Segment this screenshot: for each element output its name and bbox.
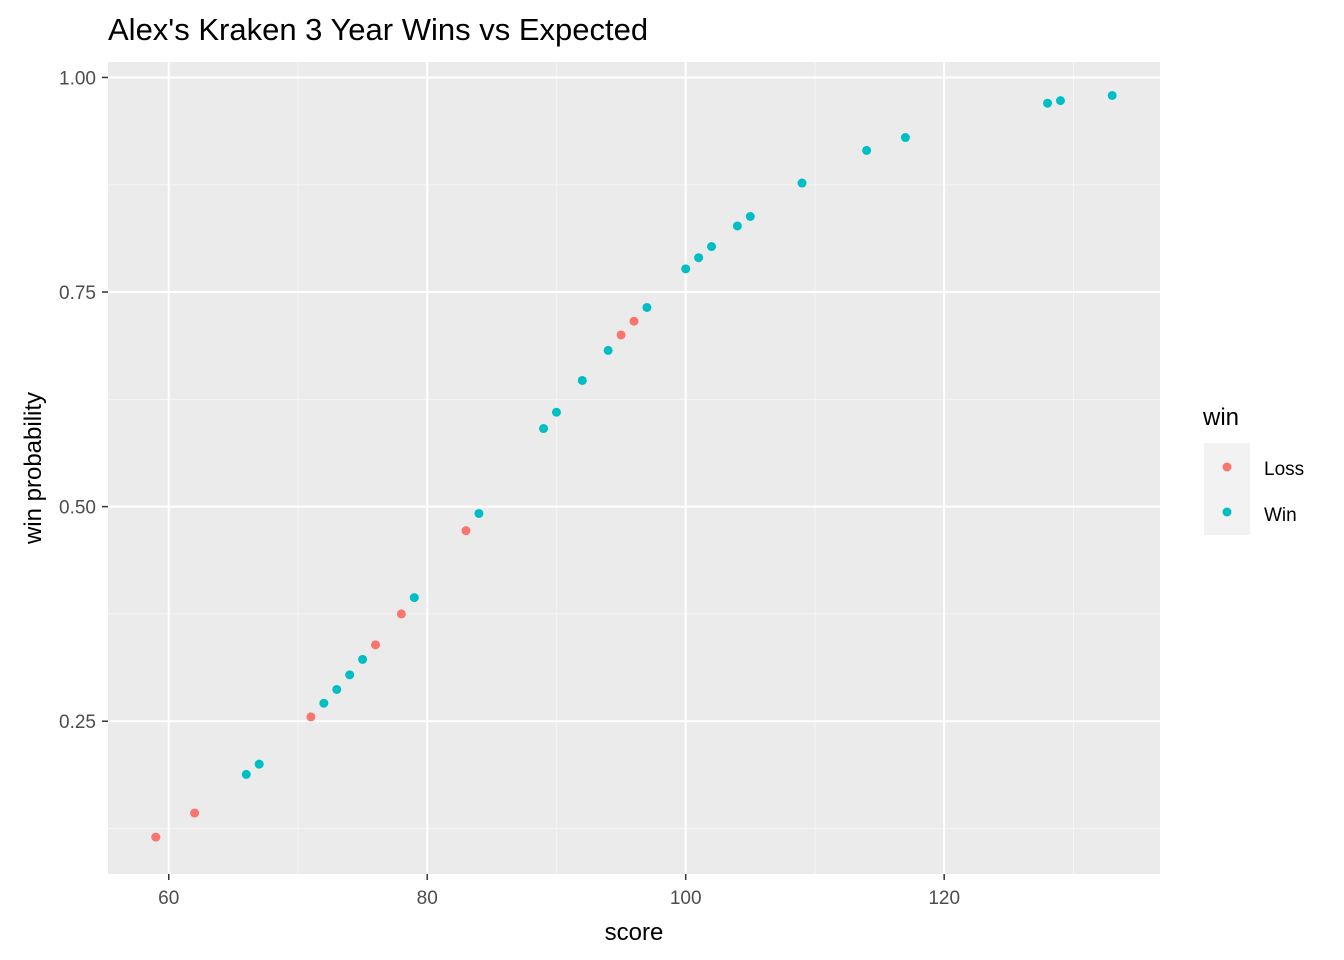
legend-key-win (1222, 507, 1232, 517)
data-points (151, 90, 1117, 842)
data-point-win (1043, 98, 1053, 108)
x-tick-label: 60 (158, 888, 179, 909)
data-point-loss (151, 832, 161, 842)
data-point-win (254, 759, 264, 769)
data-point-win (358, 654, 368, 664)
plot-panel (108, 62, 1160, 874)
data-point-win (577, 375, 587, 385)
y-tick-label: 1.00 (59, 68, 96, 89)
chart-title: Alex's Kraken 3 Year Wins vs Expected (108, 12, 648, 47)
y-axis-title: win probability (20, 392, 47, 545)
data-point-loss (371, 640, 381, 650)
y-tick-label: 0.75 (59, 283, 96, 304)
legend-key-loss (1222, 462, 1232, 472)
data-point-win (241, 769, 251, 779)
minor-gridlines (108, 62, 1160, 874)
data-point-win (707, 242, 717, 252)
data-point-win (332, 684, 342, 694)
legend-key-background (1204, 443, 1250, 535)
legend-title: win (1202, 404, 1239, 431)
data-point-win (797, 178, 807, 188)
data-point-loss (616, 330, 626, 340)
data-point-win (345, 670, 355, 680)
data-point-loss (396, 609, 406, 619)
major-gridlines (108, 62, 1160, 874)
data-point-win (745, 212, 755, 222)
data-point-win (539, 424, 549, 434)
y-axis: 0.25 0.50 0.75 1.00 (59, 68, 108, 733)
x-axis-title: score (605, 919, 664, 946)
data-point-win (862, 145, 872, 155)
data-point-win (681, 264, 691, 274)
data-point-loss (629, 316, 639, 326)
data-point-win (409, 593, 419, 603)
legend: win Loss Win (1202, 404, 1304, 535)
data-point-win (732, 221, 742, 231)
x-axis: 60 80 100 120 (158, 874, 960, 909)
data-point-win (551, 407, 561, 417)
legend-label-win: Win (1264, 505, 1297, 526)
y-tick-label: 0.25 (59, 712, 96, 733)
data-point-loss (461, 526, 471, 536)
y-tick-label: 0.50 (59, 498, 96, 519)
data-point-win (474, 508, 484, 518)
x-tick-label: 80 (417, 888, 438, 909)
legend-item-loss: Loss (1222, 459, 1304, 480)
data-point-win (603, 345, 613, 355)
data-point-win (900, 133, 910, 143)
data-point-win (1107, 90, 1117, 100)
data-point-win (642, 302, 652, 312)
legend-item-win: Win (1222, 505, 1297, 526)
data-point-win (319, 698, 329, 708)
x-tick-label: 120 (928, 888, 960, 909)
legend-label-loss: Loss (1264, 459, 1304, 480)
data-point-win (1055, 96, 1065, 106)
x-tick-label: 100 (670, 888, 702, 909)
data-point-loss (190, 808, 200, 818)
data-point-win (694, 253, 704, 263)
data-point-loss (306, 712, 316, 722)
